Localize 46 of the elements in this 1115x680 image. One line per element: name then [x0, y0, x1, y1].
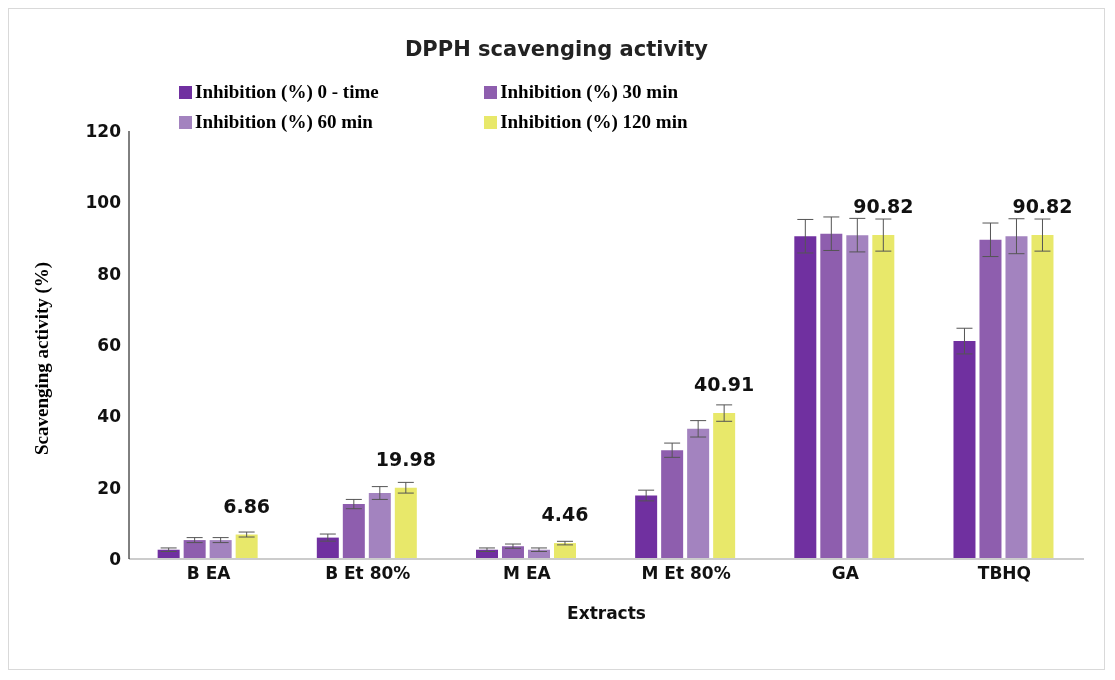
bar: [1031, 235, 1054, 559]
x-tick-label: M Et 80%: [641, 563, 731, 584]
bar: [687, 428, 710, 559]
bar: [209, 540, 232, 559]
bar: [713, 413, 736, 559]
bar: [953, 341, 976, 559]
y-axis-title: Scavenging activity (%): [30, 261, 53, 455]
y-tick-label: 60: [97, 335, 122, 356]
bar: [635, 495, 658, 559]
bar: [872, 235, 895, 559]
y-tick-label: 0: [109, 549, 122, 570]
x-tick-label: GA: [831, 563, 860, 584]
legend-label: Inhibition (%) 60 min: [195, 111, 373, 133]
x-tick-label: B Et 80%: [325, 563, 411, 584]
data-label: 4.46: [541, 503, 589, 526]
bar: [979, 239, 1002, 559]
y-tick-label: 100: [85, 192, 122, 213]
x-tick-label: TBHQ: [977, 563, 1032, 584]
y-tick-label: 40: [97, 406, 122, 427]
data-label: 90.82: [853, 195, 914, 218]
bar: [820, 233, 843, 559]
data-label: 6.86: [223, 494, 271, 517]
bar: [661, 450, 684, 559]
bar: [235, 534, 258, 559]
data-label: 90.82: [1012, 195, 1073, 218]
y-tick-label: 120: [85, 121, 122, 142]
y-tick-label: 20: [97, 477, 122, 498]
bar: [183, 540, 206, 559]
bar: [368, 493, 391, 559]
bar: [501, 546, 524, 559]
bar: [316, 537, 339, 559]
bar: [394, 487, 417, 559]
bar: [846, 235, 869, 559]
legend-label: Inhibition (%) 0 - time: [195, 81, 379, 103]
legend-label: Inhibition (%) 30 min: [500, 81, 679, 103]
data-label: 40.91: [694, 373, 755, 396]
data-label: 19.98: [375, 447, 436, 470]
bar: [794, 236, 817, 559]
legend-label: Inhibition (%) 120 min: [500, 111, 688, 133]
x-axis-title: Extracts: [567, 603, 646, 623]
x-tick-label: M EA: [503, 563, 552, 584]
y-tick-label: 80: [97, 263, 122, 284]
bar: [1005, 236, 1028, 559]
x-tick-label: B EA: [186, 563, 232, 584]
bar: [342, 504, 365, 559]
chart-title: DPPH scavenging activity: [403, 37, 710, 61]
